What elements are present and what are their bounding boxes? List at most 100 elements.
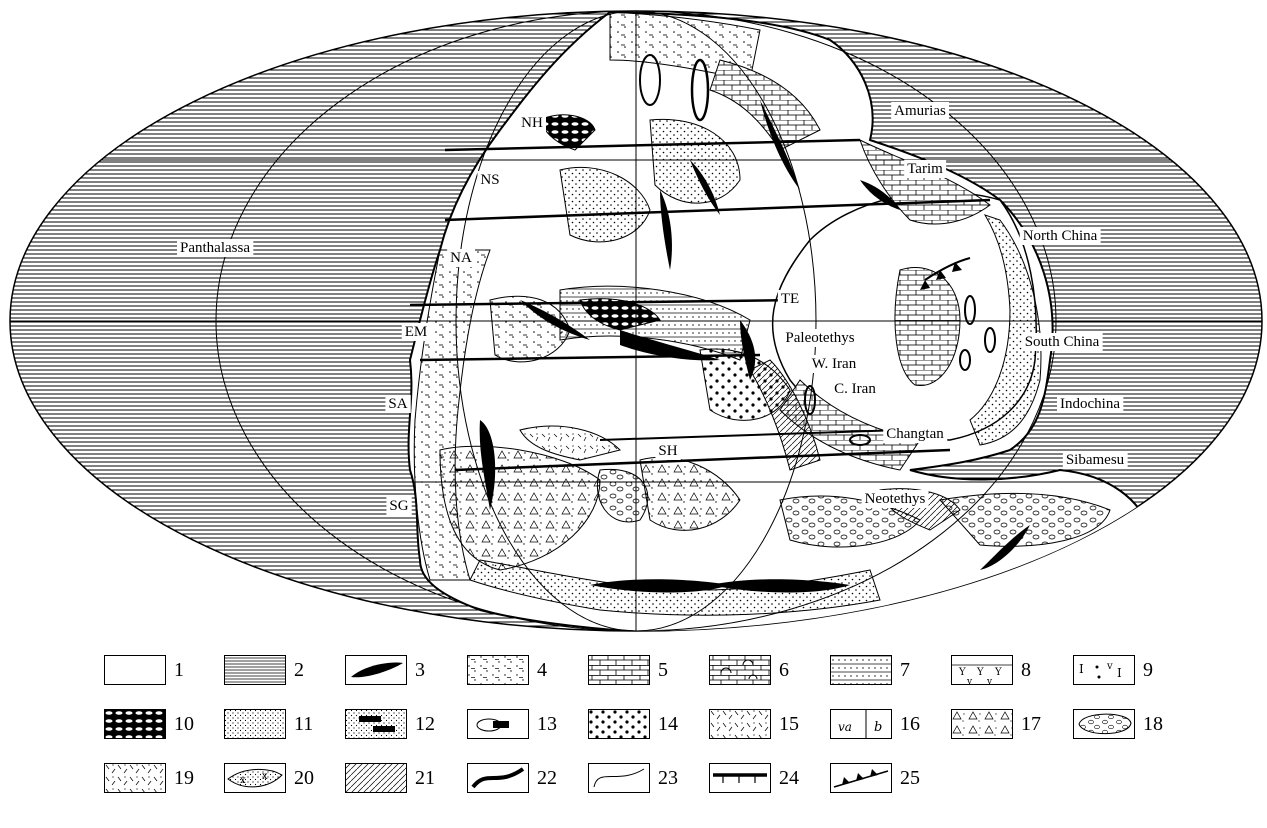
region-label-na: NA bbox=[450, 250, 472, 266]
legend-number: 11 bbox=[294, 712, 314, 735]
legend-number: 1 bbox=[174, 658, 184, 681]
legend-number: 24 bbox=[779, 766, 799, 789]
svg-text:v: v bbox=[966, 677, 973, 685]
region-label-changtan: Changtan bbox=[886, 426, 944, 442]
region-label-ns: NS bbox=[480, 172, 499, 188]
legend-swatch-va-b-symbols: va b bbox=[830, 709, 892, 739]
legend-number: 21 bbox=[415, 766, 435, 789]
legend-swatch-triangle-line bbox=[830, 763, 892, 793]
region-label-indochina: Indochina bbox=[1060, 396, 1120, 412]
legend-swatch-lines-dots bbox=[830, 655, 892, 685]
legend-item-16: va b 16 bbox=[830, 706, 920, 742]
legend-number: 12 bbox=[415, 712, 435, 735]
legend-swatch-dashes-dots bbox=[709, 709, 771, 739]
legend-number: 25 bbox=[900, 766, 920, 789]
svg-text:v: v bbox=[986, 677, 993, 685]
legend-item-19: 19 bbox=[104, 760, 194, 796]
legend-swatch-ticked-line bbox=[709, 763, 771, 793]
legend-item-25: 25 bbox=[830, 760, 920, 796]
legend-item-20: x x 20 bbox=[224, 760, 314, 796]
svg-text:x: x bbox=[262, 771, 268, 782]
legend-item-13: 13 bbox=[467, 706, 557, 742]
legend-swatch-thick-curve bbox=[467, 763, 529, 793]
region-label-w-iran: W. Iran bbox=[812, 356, 857, 372]
svg-text:Y: Y bbox=[976, 667, 984, 678]
legend-number: 13 bbox=[537, 712, 557, 735]
legend-item-10: 10 bbox=[104, 706, 194, 742]
legend-number: 18 bbox=[1143, 712, 1163, 735]
legend-item-15: 15 bbox=[709, 706, 799, 742]
legend-swatch-brick bbox=[588, 655, 650, 685]
legend-item-5: 5 bbox=[588, 652, 668, 688]
legend-number: 19 bbox=[174, 766, 194, 789]
region-label-north-china: North China bbox=[1023, 228, 1098, 244]
legend-item-18: 18 bbox=[1073, 706, 1163, 742]
legend-swatch-volcanic-y: Y Y Yv v bbox=[951, 655, 1013, 685]
legend-number: 5 bbox=[658, 658, 668, 681]
legend-item-11: 11 bbox=[224, 706, 313, 742]
svg-text:va: va bbox=[838, 720, 852, 734]
legend-swatch-blank bbox=[104, 655, 166, 685]
legend-number: 16 bbox=[900, 712, 920, 735]
legend-swatch-horizontal-lines bbox=[224, 655, 286, 685]
legend-item-2: 2 bbox=[224, 652, 304, 688]
legend-swatch-lens-bar bbox=[467, 709, 529, 739]
region-label-south-china: South China bbox=[1025, 334, 1100, 350]
region-label-panthalassa: Panthalassa bbox=[180, 240, 250, 256]
legend-swatch-black-crosshatch bbox=[104, 709, 166, 739]
legend-item-21: 21 bbox=[345, 760, 435, 796]
legend-number: 8 bbox=[1021, 658, 1031, 681]
legend-number: 7 bbox=[900, 658, 910, 681]
svg-text:b: b bbox=[874, 720, 882, 735]
legend-number: 2 bbox=[294, 658, 304, 681]
legend-item-4: 4 bbox=[467, 652, 547, 688]
legend-swatch-fine-dots bbox=[224, 709, 286, 739]
legend-item-7: 7 bbox=[830, 652, 910, 688]
region-label-neotethys: Neotethys bbox=[865, 491, 926, 507]
legend-item-22: 22 bbox=[467, 760, 557, 796]
paleogeographic-map: Panthalassa NH NS NA EM SA SG TE SH Amurias Tarim N… bbox=[9, 10, 1263, 632]
legend-item-17: 17 bbox=[951, 706, 1041, 742]
legend-number: 9 bbox=[1143, 658, 1153, 681]
legend-item-3: 3 bbox=[345, 652, 425, 688]
legend-item-12: 12 bbox=[345, 706, 435, 742]
legend-swatch-black-lens bbox=[345, 655, 407, 685]
svg-text:Y: Y bbox=[994, 667, 1002, 678]
svg-text:I: I bbox=[1079, 662, 1084, 676]
legend-number: 15 bbox=[779, 712, 799, 735]
legend-swatch-diagonal-lines bbox=[345, 763, 407, 793]
legend-swatch-thin-curve bbox=[588, 763, 650, 793]
legend-swatch-triangles bbox=[951, 709, 1013, 739]
legend-swatch-coarse-dots bbox=[588, 709, 650, 739]
legend-swatch-short-strokes bbox=[104, 763, 166, 793]
region-label-tarim: Tarim bbox=[907, 161, 943, 177]
svg-text:Y: Y bbox=[958, 667, 966, 678]
legend-item-14: 14 bbox=[588, 706, 678, 742]
legend-swatch-brick-arcs bbox=[709, 655, 771, 685]
legend-number: 23 bbox=[658, 766, 678, 789]
svg-text:I: I bbox=[1117, 666, 1122, 680]
legend-number: 4 bbox=[537, 658, 547, 681]
legend-number: 22 bbox=[537, 766, 557, 789]
region-label-amurias: Amurias bbox=[894, 103, 946, 119]
legend-number: 20 bbox=[294, 766, 314, 789]
svg-text:v: v bbox=[1106, 661, 1113, 672]
legend-number: 14 bbox=[658, 712, 678, 735]
region-label-sh: SH bbox=[658, 443, 677, 459]
region-label-te: TE bbox=[781, 291, 799, 307]
region-label-em: EM bbox=[405, 324, 428, 340]
region-label-c-iran: C. Iran bbox=[834, 381, 876, 397]
legend-number: 10 bbox=[174, 712, 194, 735]
legend-swatch-ovals bbox=[1073, 709, 1135, 739]
region-label-sibamesu: Sibamesu bbox=[1066, 452, 1125, 468]
legend-number: 6 bbox=[779, 658, 789, 681]
legend-number: 3 bbox=[415, 658, 425, 681]
region-label-nh: NH bbox=[521, 115, 543, 131]
legend-swatch-dots-black-bars bbox=[345, 709, 407, 739]
legend-item-23: 23 bbox=[588, 760, 678, 796]
